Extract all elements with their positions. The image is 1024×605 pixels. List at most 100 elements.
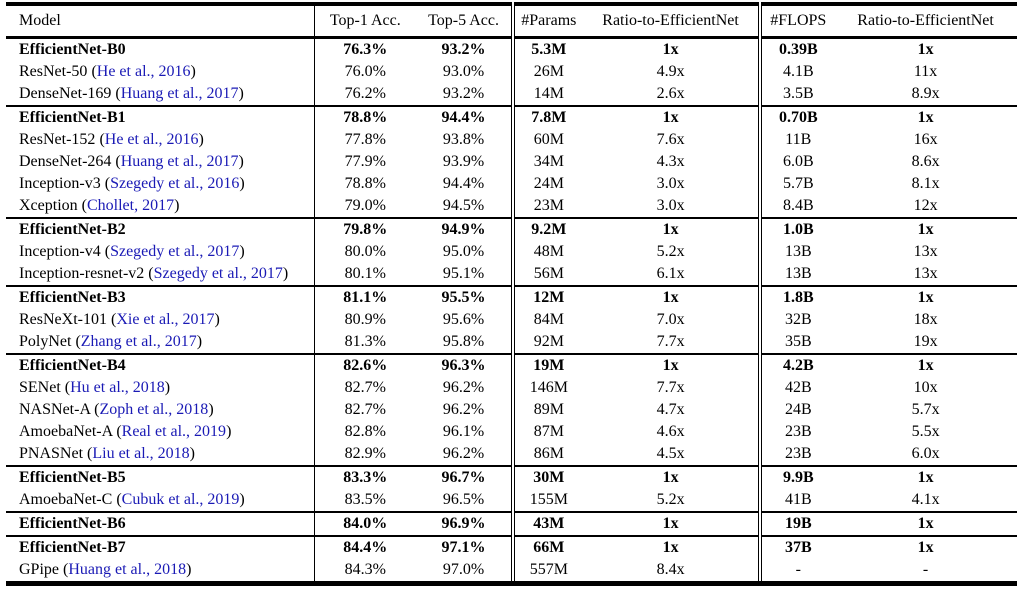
citation-link[interactable]: Liu et al., 2018	[92, 445, 190, 462]
params-ratio-cell: 1x	[582, 535, 761, 559]
top5-cell: 95.6%	[442, 311, 485, 328]
citation-link[interactable]: Cubuk et al., 2019	[121, 491, 240, 508]
citation-link[interactable]: Real et al., 2019	[121, 423, 227, 440]
citation-link[interactable]: Szegedy et al., 2017	[110, 243, 240, 260]
model-cell: ResNet-50 (He et al., 2016)	[19, 63, 196, 80]
params-cell: 7.8M	[511, 105, 583, 129]
model-name: EfficientNet-B7	[19, 539, 126, 556]
flops-cell: 24B	[758, 399, 835, 421]
top5-cell: 94.4%	[416, 105, 513, 129]
table-row: PNASNet (Liu et al., 2018) 82.9% 96.2% 86M 4…	[6, 443, 1017, 466]
params-cell: 557M	[511, 559, 583, 584]
model-cell: Inception-v4 (Szegedy et al., 2017)	[19, 243, 245, 260]
citation-link[interactable]: Huang et al., 2017	[120, 153, 239, 170]
column-header-top5: Top-5 Acc.	[416, 4, 513, 39]
model-cell: EfficientNet-B5	[6, 465, 315, 489]
top5-cell: 94.5%	[442, 197, 485, 214]
top1-cell: 84.0%	[313, 511, 417, 536]
model-name: EfficientNet-B4	[19, 357, 126, 374]
params-ratio-cell: 2.6x	[656, 85, 685, 102]
table-row: ResNet-50 (He et al., 2016) 76.0% 93.0% 26M…	[6, 61, 1017, 83]
flops-cell: 11B	[758, 129, 835, 151]
column-header-params_ratio: Ratio-to-EfficientNet	[582, 4, 761, 39]
flops-cell: 23B	[758, 421, 835, 443]
citation-link[interactable]: He et al., 2016	[104, 131, 199, 148]
params-cell: 66M	[511, 535, 583, 559]
top5-cell: 97.0%	[442, 561, 485, 578]
flops-ratio-cell: 13x	[913, 243, 938, 260]
model-group-b6: EfficientNet-B6 84.0% 96.9% 43M 1x 19B 1x	[6, 511, 1017, 536]
params-ratio-cell: 4.6x	[656, 423, 685, 440]
model-cell: EfficientNet-B6	[6, 511, 315, 536]
flops-cell: 3.5B	[758, 83, 835, 106]
top5-cell: 96.3%	[416, 353, 513, 377]
top1-cell: 81.1%	[313, 285, 417, 309]
column-header-top1: Top-1 Acc.	[313, 4, 417, 39]
params-ratio-cell: 1x	[582, 217, 761, 241]
citation-link[interactable]: Szegedy et al., 2016	[110, 175, 240, 192]
top1-cell: 82.6%	[313, 353, 417, 377]
top1-cell: 84.3%	[313, 559, 417, 584]
params-ratio-cell: 4.7x	[656, 401, 685, 418]
flops-ratio-cell: 10x	[913, 379, 938, 396]
citation-link[interactable]: Chollet, 2017	[86, 197, 175, 214]
top1-cell: 76.0%	[313, 61, 417, 83]
citation-link[interactable]: Hu et al., 2018	[70, 379, 165, 396]
citation-link[interactable]: Zhang et al., 2017	[80, 333, 197, 350]
model-name: NASNet-A	[19, 401, 91, 418]
flops-ratio-cell: 8.1x	[911, 175, 940, 192]
top5-cell: 94.4%	[442, 175, 485, 192]
flops-cell: 23B	[758, 443, 835, 466]
top5-cell: 93.8%	[442, 131, 485, 148]
citation-link[interactable]: Xie et al., 2017	[116, 311, 215, 328]
top5-cell: 95.8%	[442, 333, 485, 350]
flops-ratio-cell: 1x	[834, 36, 1017, 61]
flops-ratio-cell: 19x	[913, 333, 938, 350]
params-cell: 60M	[511, 129, 583, 151]
top1-cell: 78.8%	[313, 105, 417, 129]
params-ratio-cell: 5.2x	[656, 243, 685, 260]
flops-cell: -	[758, 559, 835, 584]
flops-ratio-cell: 5.7x	[911, 401, 940, 418]
top1-cell: 82.8%	[313, 421, 417, 443]
model-cell: DenseNet-169 (Huang et al., 2017)	[19, 85, 244, 102]
citation-link[interactable]: Zoph et al., 2018	[99, 401, 209, 418]
top1-cell: 76.2%	[313, 83, 417, 106]
top1-cell: 82.7%	[313, 399, 417, 421]
citation-link[interactable]: Szegedy et al., 2017	[153, 265, 283, 282]
table-row: EfficientNet-B6 84.0% 96.9% 43M 1x 19B 1x	[6, 511, 1017, 536]
table-row: EfficientNet-B7 84.4% 97.1% 66M 1x 37B 1x	[6, 535, 1017, 559]
flops-cell: 4.2B	[758, 353, 835, 377]
flops-ratio-cell: 13x	[913, 265, 938, 282]
params-ratio-cell: 4.3x	[656, 153, 685, 170]
params-ratio-cell: 3.0x	[656, 197, 685, 214]
table-row: GPipe (Huang et al., 2018) 84.3% 97.0% 557M…	[6, 559, 1017, 584]
params-ratio-cell: 1x	[582, 353, 761, 377]
params-ratio-cell: 7.0x	[656, 311, 685, 328]
table-row: EfficientNet-B1 78.8% 94.4% 7.8M 1x 0.70B 1x	[6, 105, 1017, 129]
top5-cell: 95.1%	[442, 265, 485, 282]
table-row: ResNet-152 (He et al., 2016) 77.8% 93.8% 60…	[6, 129, 1017, 151]
model-name: PNASNet	[19, 445, 84, 462]
column-header-flops: #FLOPS	[758, 4, 835, 39]
flops-ratio-cell: 18x	[913, 311, 938, 328]
top5-cell: 93.2%	[416, 36, 513, 61]
params-ratio-cell: 4.9x	[656, 63, 685, 80]
params-ratio-cell: 7.7x	[656, 333, 685, 350]
table-row: Xception (Chollet, 2017) 79.0% 94.5% 23M 3.0…	[6, 195, 1017, 218]
flops-ratio-cell: 16x	[913, 131, 938, 148]
params-ratio-cell: 7.6x	[656, 131, 685, 148]
flops-ratio-cell: -	[922, 561, 929, 578]
table-row: NASNet-A (Zoph et al., 2018) 82.7% 96.2% 89…	[6, 399, 1017, 421]
top5-cell: 96.5%	[442, 491, 485, 508]
model-group-b0: EfficientNet-B0 76.3% 93.2% 5.3M 1x 0.39B 1x Re…	[6, 36, 1017, 106]
flops-cell: 0.39B	[758, 36, 835, 61]
params-ratio-cell: 7.7x	[656, 379, 685, 396]
params-ratio-cell: 6.1x	[656, 265, 685, 282]
flops-ratio-cell: 1x	[834, 511, 1017, 536]
citation-link[interactable]: Huang et al., 2018	[68, 561, 187, 578]
citation-link[interactable]: He et al., 2016	[96, 63, 191, 80]
citation-link[interactable]: Huang et al., 2017	[120, 85, 239, 102]
top1-cell: 82.9%	[313, 443, 417, 466]
flops-cell: 35B	[758, 331, 835, 354]
